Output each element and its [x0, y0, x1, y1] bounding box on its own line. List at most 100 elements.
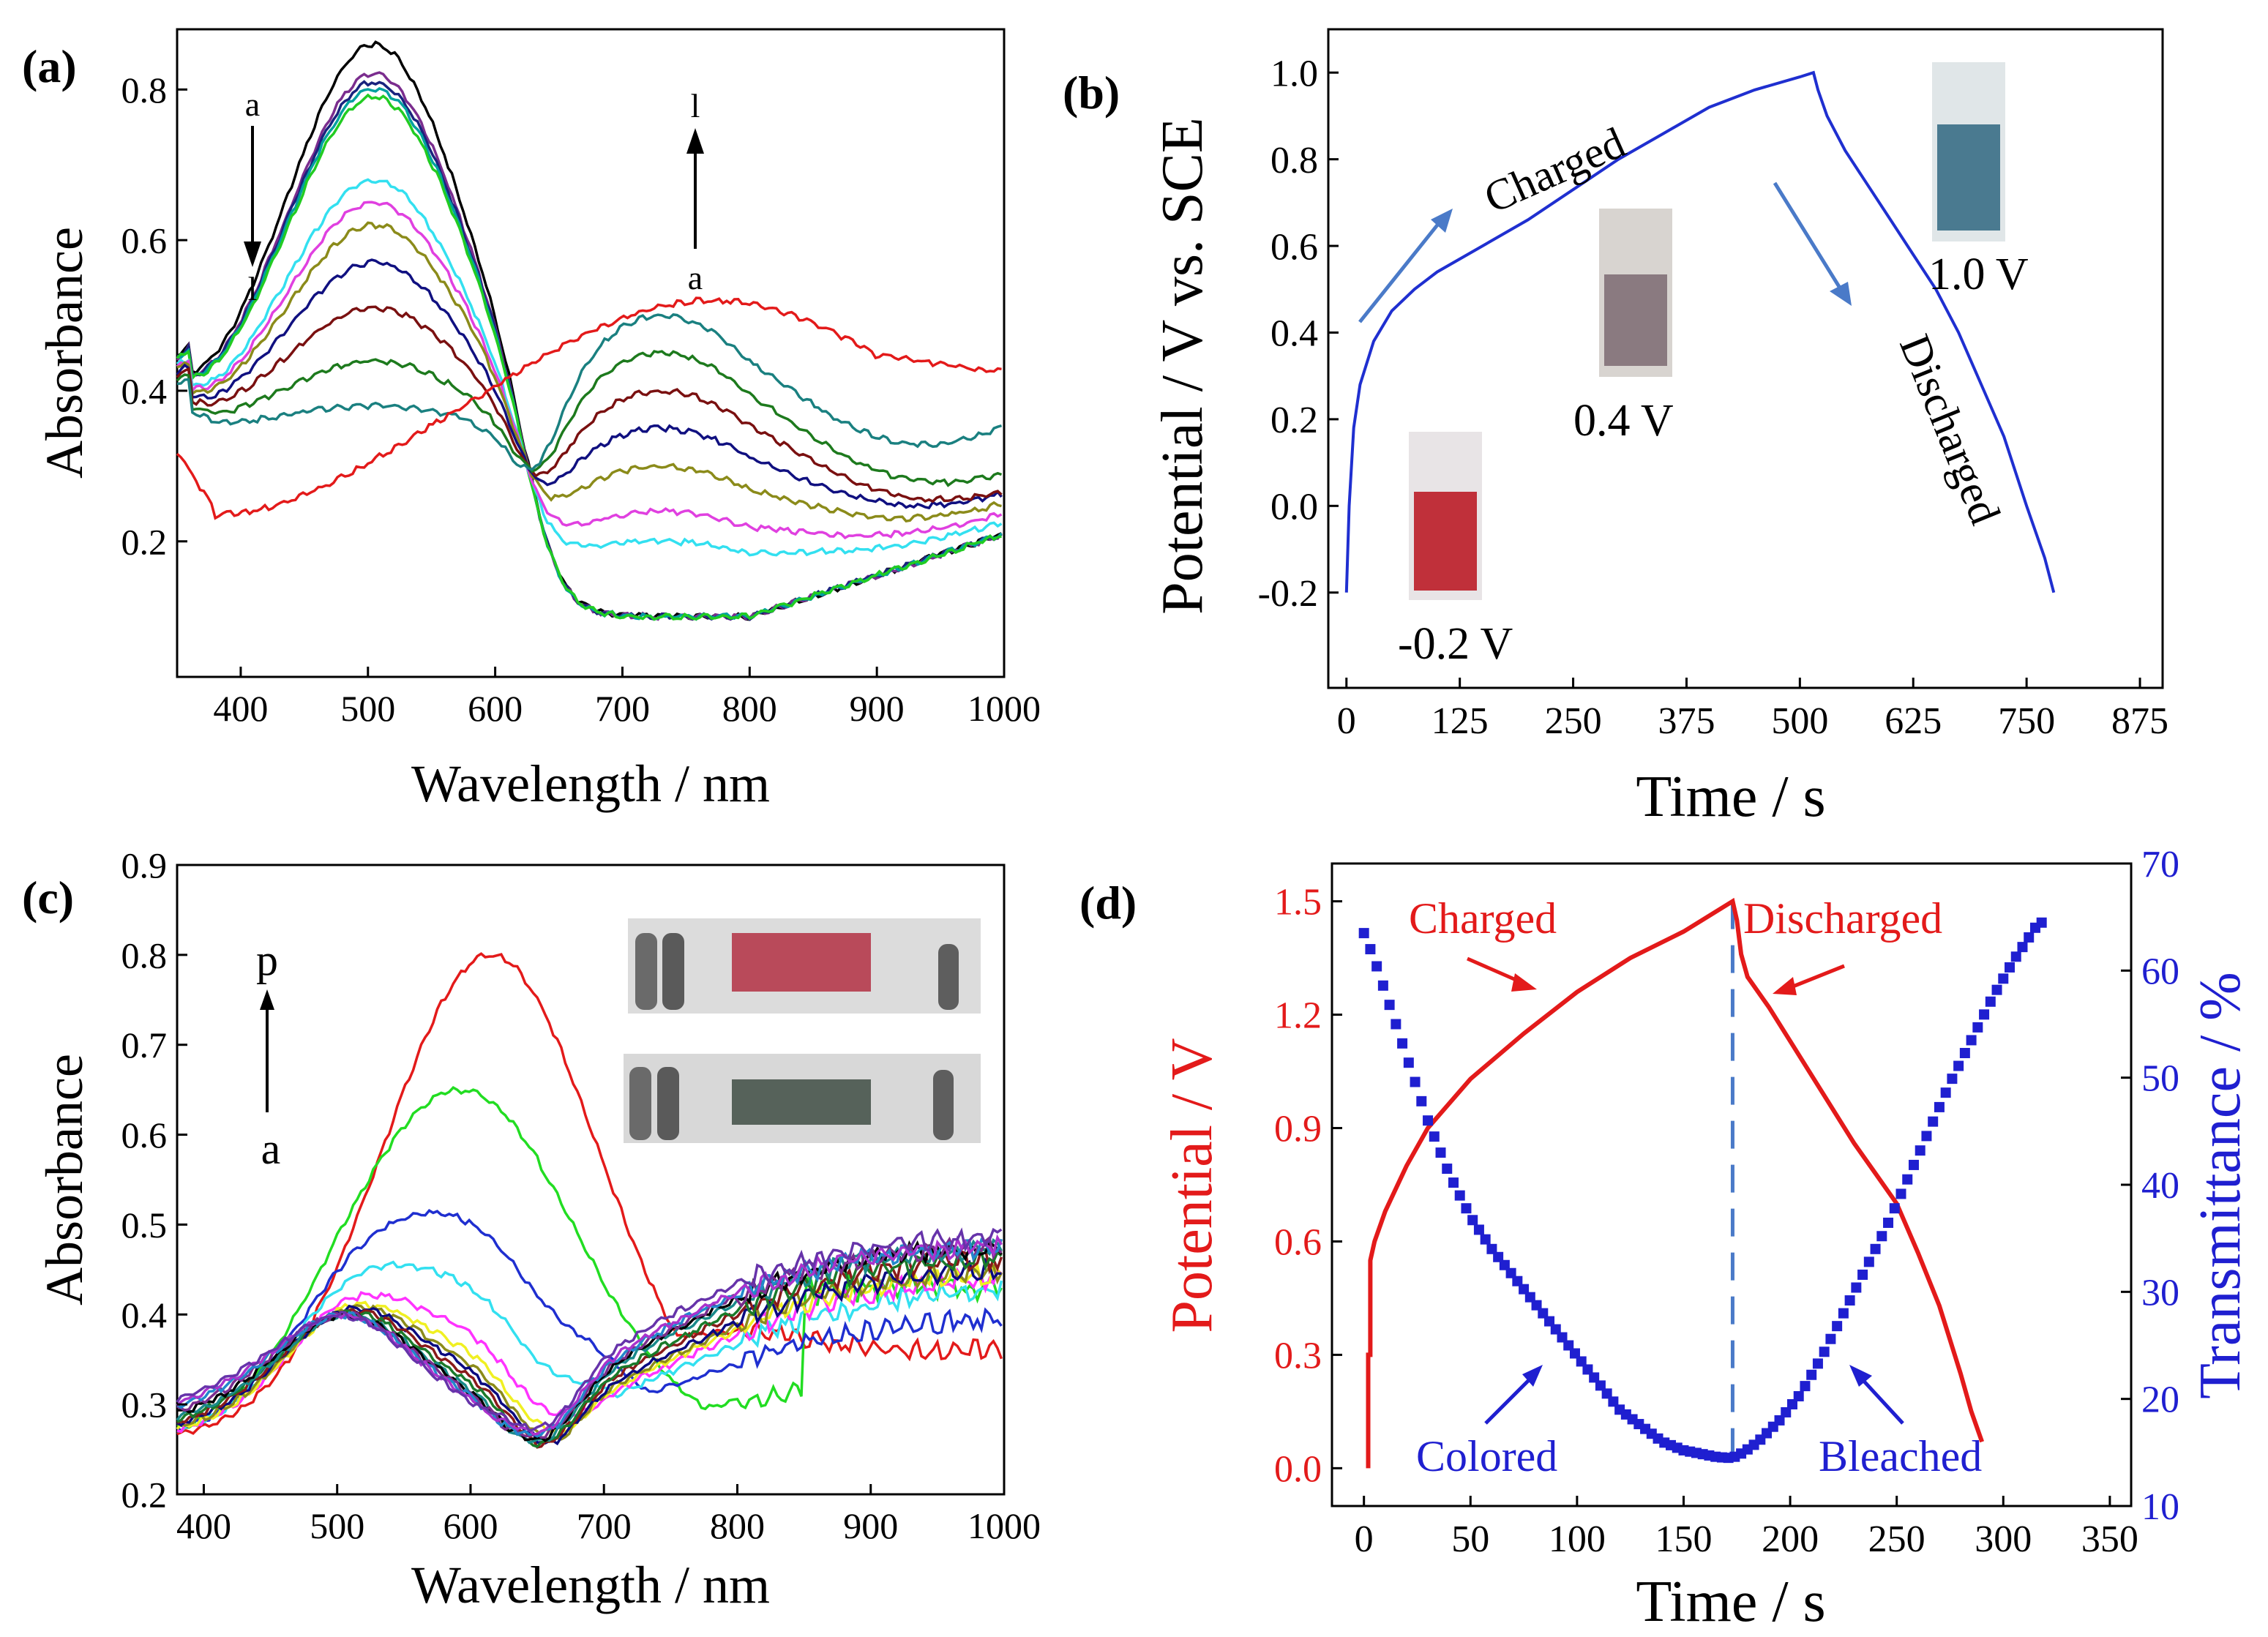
panel-b: (b) 0 125 250 375 500 625 750 875-0.20.00.20.40… — [1063, 28, 2168, 829]
y-tick-label: 0.9 — [121, 845, 168, 886]
x-tick-label: 625 — [1885, 700, 1942, 742]
transmittance-marker — [1876, 1231, 1887, 1242]
series-line-a-k — [176, 350, 1003, 487]
series-line-a-l2 — [176, 313, 1002, 471]
charged-arrowhead-b — [1431, 209, 1453, 233]
x-tick-label: 875 — [2111, 700, 2168, 742]
transmittance-marker — [1467, 1215, 1478, 1226]
y-tick-label: 0.2 — [121, 521, 168, 562]
series-line-b-potential — [1344, 70, 2056, 593]
y-axis-label-a: Absorbance — [35, 227, 94, 479]
ticks-d: 0 50 100 150 200 250 300 350 0.0 0.3 0.6 0.9 1.2 1.5 1… — [1274, 844, 2179, 1560]
ticks-c: 400 500 600 700 800 900 1000 0.2 0.3 0.4 0.5 0.6 0.7… — [121, 845, 1041, 1547]
transmittance-marker — [1972, 1022, 1983, 1033]
transmittance-marker — [1454, 1190, 1465, 1201]
transmittance-marker — [1531, 1300, 1542, 1311]
transmittance-marker — [1800, 1381, 1811, 1392]
y-tick-label: 0.6 — [121, 220, 168, 261]
transmittance-marker — [1582, 1364, 1593, 1375]
y-tick-label: 0.2 — [1270, 400, 1318, 441]
transmittance-marker — [1889, 1203, 1900, 1214]
y-axis-right-label-d: Transmittance / % — [2188, 972, 2253, 1399]
charged-label-b: Charged — [1477, 118, 1632, 222]
panel-label-a: (a) — [22, 40, 77, 92]
series-line-a-b — [176, 71, 1003, 621]
y-tick-label: 0.6 — [121, 1115, 168, 1155]
discharged-arrow-d — [1785, 964, 1845, 992]
arrowhead-down-a — [244, 241, 261, 267]
x-tick-label: 150 — [1655, 1518, 1712, 1560]
y-tick-label: 0.8 — [121, 70, 168, 110]
series-line-c-b — [176, 1086, 1003, 1429]
transmittance-marker — [1908, 1159, 1919, 1170]
vial-label-10: 1.0 V — [1928, 250, 2029, 299]
colored-arrowhead-d — [1522, 1365, 1543, 1387]
x-tick-label: 600 — [443, 1505, 498, 1546]
charged-arrow-b — [1358, 218, 1443, 323]
x-tick-label: 1000 — [968, 1505, 1041, 1546]
series-line-a-j — [176, 305, 1003, 503]
x-tick-label: 400 — [213, 688, 268, 729]
bleached-arrow-d — [1857, 1374, 1904, 1425]
transmittance-marker — [1377, 980, 1388, 991]
transmittance-marker — [1870, 1243, 1881, 1254]
transmittance-marker — [1915, 1145, 1925, 1156]
transmittance-marker — [1493, 1251, 1504, 1262]
arrow-label-left-top-a: a — [245, 86, 260, 123]
y-tick-label: 0.3 — [121, 1385, 168, 1426]
transmittance-marker — [1403, 1057, 1414, 1068]
transmittance-marker — [1819, 1346, 1830, 1357]
transmittance-marker — [1940, 1087, 1951, 1098]
y-axis-label-d: Potential / V — [1160, 1038, 1224, 1333]
series-line-a-f — [176, 178, 1003, 557]
curves-c — [176, 952, 1003, 1449]
series-line-d-potential — [1366, 897, 1985, 1469]
arrowhead-up-c — [260, 989, 274, 1010]
transmittance-marker — [1524, 1292, 1535, 1303]
series-line-c-p — [176, 1227, 1003, 1433]
discharged-label-b: Discharged — [1890, 328, 2010, 531]
transmittance-marker — [1569, 1348, 1580, 1359]
transmittance-marker — [1928, 1116, 1939, 1127]
y-tick-label: 0.9 — [1274, 1109, 1322, 1150]
transmittance-marker — [1371, 961, 1382, 972]
plot-frame-b — [1327, 28, 2164, 689]
y-right-tick-label: 10 — [2141, 1486, 2179, 1528]
bleached-arrowhead-d — [1849, 1365, 1872, 1387]
transmittance-marker — [1781, 1406, 1792, 1417]
x-tick-label: 375 — [1658, 700, 1715, 742]
series-line-c-c — [176, 1208, 1003, 1433]
y-right-tick-label: 40 — [2141, 1165, 2179, 1207]
panel-d: (d) 0 50 100 150 200 250 300 350 0.0 0.3 0.6 0.9 1.2… — [1079, 844, 2253, 1634]
charged-label-d: Charged — [1409, 894, 1557, 943]
transmittance-marker — [2017, 942, 2028, 953]
transmittance-marker — [2036, 917, 2047, 928]
y-axis-label-b: Potential / V vs. SCE — [1150, 117, 1215, 614]
transmittance-marker — [1966, 1035, 1977, 1046]
transmittance-marker — [1991, 984, 2002, 995]
x-tick-label: 0 — [1355, 1518, 1374, 1560]
x-tick-label: 800 — [710, 1505, 765, 1546]
y-tick-label: 1.2 — [1274, 995, 1322, 1037]
charged-arrowhead-d — [1511, 973, 1537, 992]
transmittance-marker — [1397, 1038, 1408, 1049]
arrow-label-left-bottom-a: l — [248, 270, 258, 307]
transmittance-marker — [2024, 932, 2035, 943]
plot-frame-a — [176, 28, 1006, 678]
transmittance-marker — [1985, 996, 1996, 1007]
vial-label-04: 0.4 V — [1573, 396, 1674, 446]
bleached-label-d: Bleached — [1819, 1432, 1982, 1480]
y-right-tick-label: 60 — [2141, 951, 2179, 992]
y-tick-label: 0.4 — [121, 1295, 168, 1336]
x-tick-label: 350 — [2081, 1518, 2138, 1560]
curves-d — [1358, 897, 2047, 1469]
y-tick-label: 0.6 — [1274, 1221, 1322, 1263]
transmittance-marker — [1486, 1243, 1497, 1254]
transmittance-marker — [1825, 1333, 1836, 1344]
transmittance-marker — [1557, 1332, 1568, 1343]
series-line-a-g — [176, 201, 1003, 540]
transmittance-marker — [1934, 1101, 1945, 1112]
panel-a: (a) 400 500 600 700 800 900 1000 0.2 0.4 0.6 0.8 a… — [22, 28, 1041, 813]
y-right-tick-label: 50 — [2141, 1058, 2179, 1100]
y-tick-label: 0.8 — [121, 934, 168, 975]
